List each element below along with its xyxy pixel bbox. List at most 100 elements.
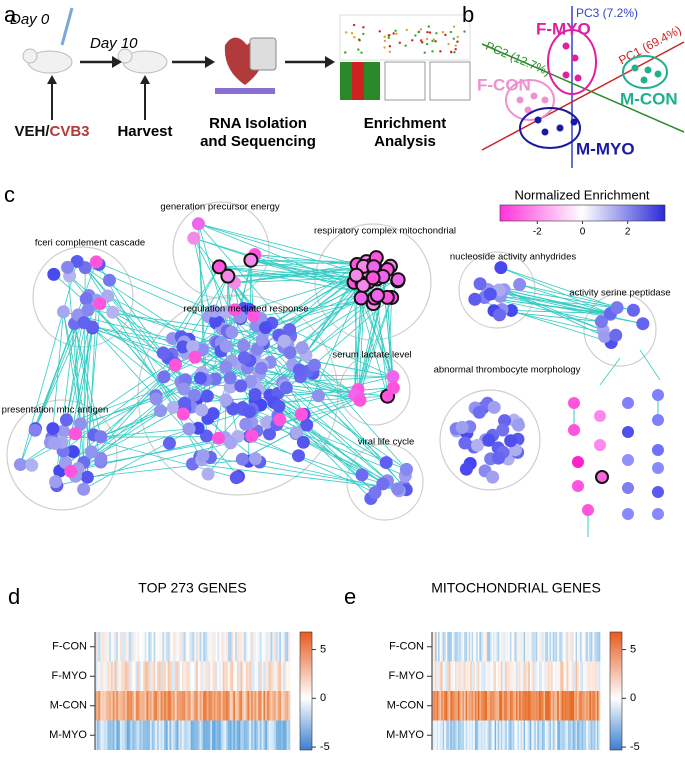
heat-cell	[451, 661, 454, 691]
node	[595, 470, 609, 484]
enrichment-dot	[419, 28, 423, 31]
heat-cell	[445, 632, 448, 662]
edge	[77, 327, 93, 469]
heat-cell	[494, 661, 497, 691]
heat-cell	[569, 632, 572, 662]
heat-cell	[467, 720, 469, 750]
heat-cell	[488, 661, 491, 691]
heat-cell	[598, 720, 601, 750]
heat-cell	[263, 720, 266, 750]
heat-cell	[583, 632, 586, 662]
node	[622, 397, 634, 409]
heat-cell	[206, 691, 209, 721]
enrichment-dot	[421, 41, 424, 44]
node	[200, 429, 214, 443]
sample-dot	[631, 64, 639, 72]
node	[260, 415, 274, 429]
heat-cell	[132, 661, 135, 691]
heat-cell	[450, 632, 453, 662]
edge	[192, 463, 407, 491]
node	[207, 304, 221, 318]
heat-cell	[543, 691, 546, 721]
heat-cell	[480, 632, 483, 662]
group-label: F-CON	[477, 75, 531, 94]
heat-cell	[95, 661, 98, 691]
heat-cell	[142, 632, 145, 662]
heat-cell	[456, 632, 459, 662]
heat-cell	[126, 720, 129, 750]
edge	[74, 323, 81, 424]
heat-cell	[217, 720, 220, 750]
heat-cell	[580, 691, 582, 721]
heat-cell	[535, 720, 538, 750]
heat-cell	[592, 661, 595, 691]
node	[61, 260, 75, 274]
node	[48, 436, 62, 450]
heat-cell	[125, 720, 128, 750]
heat-cell	[134, 691, 137, 721]
heat-cell	[526, 632, 529, 662]
heat-cell	[174, 720, 177, 750]
heat-cell	[496, 691, 498, 721]
heat-cell	[217, 691, 220, 721]
heat-cell	[560, 661, 563, 691]
edge	[202, 348, 384, 485]
row-label: M-MYO	[386, 729, 424, 741]
heat-cell	[540, 661, 543, 691]
heat-cell	[587, 691, 590, 721]
heat-cell	[581, 691, 584, 721]
heat-cell	[450, 691, 453, 721]
enrichment-dot	[463, 30, 466, 33]
heat-cell	[512, 632, 515, 662]
enrichment-dot	[414, 34, 417, 37]
cluster-label: nucleoside activity anhydrides	[450, 252, 576, 263]
heat-cell	[185, 632, 188, 662]
heat-cell	[485, 632, 488, 662]
heat-cell	[445, 720, 448, 750]
heat-cell	[229, 632, 232, 662]
node	[245, 429, 259, 443]
heat-cell	[226, 632, 229, 662]
heat-cell	[252, 661, 255, 691]
heat-cell	[508, 661, 511, 691]
heat-cell	[543, 661, 546, 691]
heat-cell	[171, 720, 174, 750]
heat-cell	[525, 720, 527, 750]
heat-cell	[227, 661, 231, 691]
node	[473, 277, 487, 291]
heat-cell	[468, 691, 471, 721]
heat-cell	[116, 691, 119, 721]
heat-cell	[206, 661, 209, 691]
heat-cell	[477, 720, 480, 750]
edge	[182, 346, 400, 492]
heat-cell	[249, 691, 252, 721]
heat-cell	[258, 691, 261, 721]
node	[468, 292, 482, 306]
heat-cell	[208, 632, 211, 662]
heat-cell	[199, 691, 202, 721]
heat-cell	[219, 632, 222, 662]
heat-cell	[477, 661, 480, 691]
heat-cell	[240, 720, 243, 750]
heat-cell	[219, 661, 222, 691]
panel-label: e	[344, 584, 356, 609]
heat-cell	[245, 720, 248, 750]
node	[582, 504, 594, 516]
node	[247, 309, 261, 323]
heat-cell	[203, 632, 206, 662]
heat-cell	[266, 661, 270, 691]
heat-cell	[538, 661, 541, 691]
enrichment-dot	[358, 38, 361, 41]
heat-cell	[519, 691, 521, 721]
node	[482, 433, 496, 447]
heat-cell	[132, 691, 135, 721]
node	[355, 277, 371, 293]
heat-cell	[226, 661, 229, 691]
heat-cell	[500, 632, 503, 662]
heat-cell	[590, 720, 593, 750]
heat-cell	[98, 661, 101, 691]
cluster-label: respiratory complex mitochondrial	[314, 226, 456, 237]
heatmap-colorbar	[609, 631, 623, 751]
